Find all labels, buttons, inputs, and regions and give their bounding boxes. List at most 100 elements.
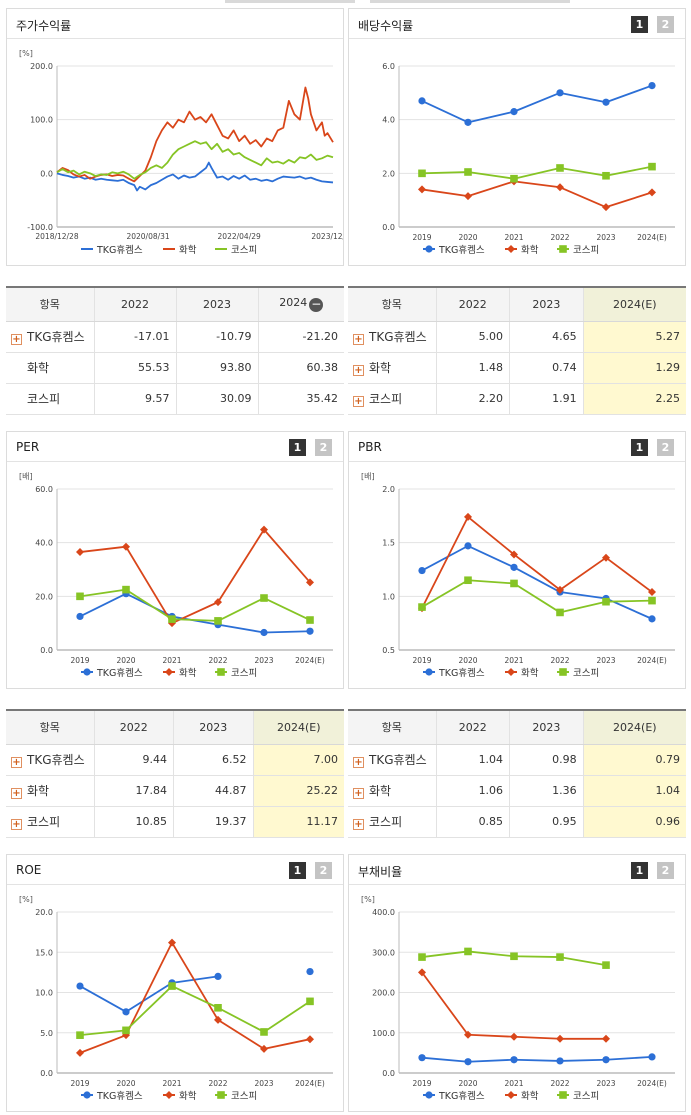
page-2-button[interactable]: 2 [315,862,332,879]
value-cell: 4.65 [509,321,584,353]
y-tick-label: 4.0 [382,116,395,125]
expand-plus-icon[interactable]: + [11,334,22,345]
y-tick-label: 100.0 [372,1029,395,1038]
data-point [122,542,130,551]
data-point [260,1028,268,1036]
data-point [510,174,518,183]
x-tick-label: 2023 [254,1079,273,1088]
data-point [76,1031,84,1039]
series-0 [418,1053,656,1066]
expand-plus-icon[interactable]: + [353,757,364,768]
expand-plus-icon[interactable]: + [11,788,22,799]
column-header-label: 2023 [199,720,228,734]
legend-label: 코스피 [573,668,599,679]
value-cell: 1.29 [582,352,686,384]
legend-swatch-marker [425,1091,433,1099]
data-point [76,1048,84,1057]
legend-label: TKG휴켐스 [438,244,485,256]
legend-swatch-marker [217,1091,225,1099]
legend-label: TKG휴켐스 [96,244,143,256]
series-line [79,941,311,1054]
page-1-button[interactable]: 1 [289,439,306,456]
row-label: 코스피 [27,815,61,829]
table-row: + TKG휴켐스 5.00 4.65 5.27 [348,321,686,353]
column-header-label: 항목 [39,298,60,312]
expand-plus-icon[interactable]: + [353,788,364,799]
value-cell: 25.22 [252,775,344,807]
data-point [556,164,564,172]
column-header-label: 2023 [532,720,561,734]
page-1-button[interactable]: 1 [631,862,648,879]
expand-plus-icon[interactable]: + [11,757,22,768]
table-row: + TKG휴켐스 -17.01 -10.79 -21.20 [6,321,344,353]
page-2-button[interactable]: 2 [657,16,674,33]
column-header-label: 2022 [119,720,148,734]
expand-plus-icon[interactable]: + [353,396,364,407]
legend: TKG휴켐스 화학 코스피 [423,1090,599,1102]
chart-area: [%] 200.0 100.0 0.0 -100.0 2018/12/28 2020/08/… [7,39,343,265]
x-tick-label: 2019 [412,1079,431,1088]
panel-header: 주가수익률 [7,9,343,39]
legend-label: TKG휴켐스 [438,667,485,679]
column-header-label: 2022 [458,720,487,734]
series-0 [76,967,314,1016]
data-point [602,553,610,562]
legend-label: 화학 [521,245,539,256]
value-cell: 17.84 [93,775,174,807]
data-point [464,168,472,176]
data-point [602,1056,610,1064]
page-1-button[interactable]: 1 [631,16,648,33]
x-tick-label: 2022 [550,656,569,665]
x-tick-label: 2021 [162,1079,181,1088]
x-tick-label: 2022 [550,233,569,242]
data-point [260,594,268,602]
row-label: 화학 [27,361,50,375]
data-point [76,612,84,621]
data-point [510,579,518,588]
axis-unit-label: [%] [19,895,33,904]
expand-plus-icon[interactable]: + [353,334,364,345]
legend-label: 코스피 [231,245,257,256]
column-header-label: 2022 [121,297,149,311]
page-2-button[interactable]: 2 [657,862,674,879]
x-tick-label: 2019 [70,656,89,665]
data-point [510,1032,518,1041]
row-label: 코스피 [27,392,61,406]
data-point [648,81,656,90]
row-label: 화학 [369,784,392,798]
page-1-button[interactable]: 1 [631,439,648,456]
page-1-button[interactable]: 1 [289,862,306,879]
expand-plus-icon[interactable]: + [353,365,364,376]
legend-swatch-marker [83,1091,91,1099]
expand-plus-icon[interactable]: + [353,819,364,830]
collapse-icon[interactable]: − [309,297,324,313]
data-point [556,89,564,97]
series-line [421,84,653,124]
value-cell: 1.48 [435,352,510,384]
data-point [214,972,222,980]
top-tab-strip-right [370,0,570,3]
legend-label: 화학 [179,1091,197,1102]
data-point [648,588,656,597]
value-cell: 1.04 [582,775,686,807]
column-header-label: 항목 [381,298,402,312]
page-2-button[interactable]: 2 [657,439,674,456]
row-label-cell: + 화학 [6,775,94,807]
y-tick-label: 0.0 [382,1069,395,1078]
value-cell: 7.00 [252,744,344,776]
row-label: 코스피 [369,815,403,829]
data-point [464,1058,472,1066]
value-cell: 1.36 [509,775,584,807]
legend-label: 화학 [179,245,197,256]
axis-unit-label: [배] [19,472,33,481]
panel-title: PBR [358,440,382,454]
legend-label: 화학 [521,1091,539,1102]
data-point [214,1003,222,1012]
per-table: 항목 2022 2023 2024(E) + TKG휴켐스 9.44 6.52 7.00 + 화학 1… [6,709,344,838]
legend: TKG휴켐스 화학 코스피 [423,244,599,256]
data-point [602,171,610,180]
page-2-button[interactable]: 2 [315,439,332,456]
table-header-row: 항목 2022 2023 2024(E) [6,710,344,745]
expand-plus-icon[interactable]: + [11,819,22,830]
